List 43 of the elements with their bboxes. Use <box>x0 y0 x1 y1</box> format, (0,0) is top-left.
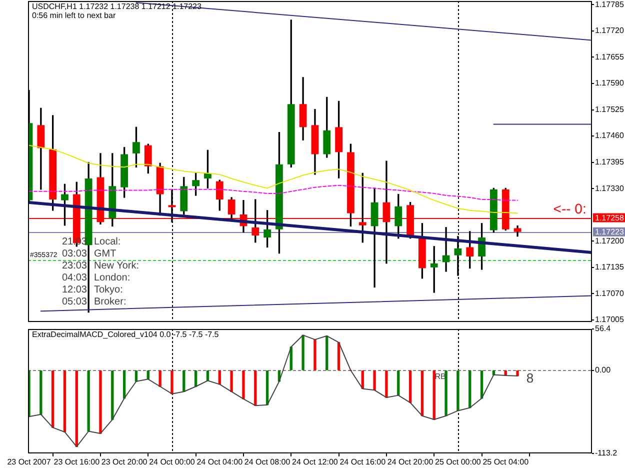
annotation: London: <box>94 272 130 284</box>
ref-line-label: 1.17223 <box>595 228 624 237</box>
x-tick-label: 24 Oct 16:00 <box>340 457 386 466</box>
annotation: GMT <box>94 248 116 260</box>
x-tick-label: 23 Oct 2007 <box>7 457 52 466</box>
x-tick-label: 24 Oct 12:00 <box>292 457 338 466</box>
y-tick-label: 1.17005 <box>595 315 624 324</box>
x-tick-label: 23 Oct 16:00 <box>54 457 100 466</box>
y-tick-label: 1.17395 <box>595 158 624 167</box>
text: 0:56 min left to next bar <box>32 11 116 20</box>
x-tick-label: 23 Oct 20:00 <box>101 457 148 466</box>
annotation: New York: <box>94 260 140 272</box>
annotation: 04:03 <box>62 272 88 284</box>
chart-title: ExtraDecimalMACD_Colored_v104 0.0 -7.5 -7.5 -7.5 <box>32 330 220 340</box>
annotation: Local: <box>94 236 121 248</box>
y-tick-label: 1.17135 <box>595 262 624 272</box>
y-tick-label: 1.17525 <box>595 104 624 114</box>
y-tick-label: 1.17590 <box>595 78 624 88</box>
annotation: 05:03 <box>62 296 88 308</box>
x-tick-label: 25 Oct 00:00 <box>435 457 482 466</box>
y-tick-label: 1.17200 <box>595 236 624 246</box>
y-tick-label: 1.17330 <box>595 184 624 193</box>
x-tick-label: 24 Oct 00:00 <box>149 457 196 466</box>
x-tick-label: 24 Oct 04:00 <box>196 457 244 466</box>
x-tick-label: 24 Oct 08:00 <box>244 457 291 466</box>
annotation: <-- 0: <box>553 200 586 217</box>
x-tick-label: 25 Oct 04:00 <box>482 457 530 466</box>
y-tick-label: 1.17655 <box>595 52 624 62</box>
y-tick-label: 1.17720 <box>595 26 624 36</box>
annotation: 8 <box>526 370 534 386</box>
annotation: Broker: <box>94 296 126 308</box>
y-tick-label: 1.17460 <box>595 131 624 140</box>
annotation: 23:03 <box>62 260 88 272</box>
annotation: 03:03 <box>62 248 88 260</box>
y-tick-label: -113.2 <box>595 448 618 458</box>
y-tick-label: 56.4 <box>595 324 612 334</box>
y-tick-label: 0.00 <box>595 366 612 375</box>
annotation: Tokyo: <box>94 284 123 296</box>
x-tick-label: 24 Oct 20:00 <box>387 457 434 466</box>
y-tick-label: 1.17785 <box>595 0 624 9</box>
annotation: 12:03 <box>62 284 88 296</box>
y-tick-label: 1.17070 <box>595 288 624 298</box>
ref-line-label: 1.17258 <box>595 213 624 222</box>
